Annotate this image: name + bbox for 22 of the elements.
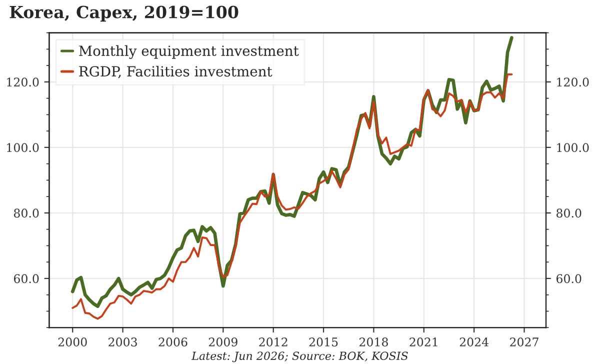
x-tick-label: 2024 — [460, 338, 488, 346]
y2-tick-label: 100.0 — [557, 143, 589, 152]
x-tick-label: 2000 — [58, 338, 87, 346]
x-tick-label: 2009 — [208, 338, 238, 346]
x-tick-label: 2003 — [108, 338, 137, 346]
text: Latest: Jun 2026; Source: BOK, KOSIS — [191, 352, 408, 362]
x-tick-label: 2015 — [309, 338, 338, 346]
legend-label: RGDP, Facilities investment — [79, 66, 272, 78]
legend-label: Monthly equipment investment — [79, 45, 299, 59]
y-tick-label: 100.0 — [7, 143, 39, 152]
y2-tick-label: 60.0 — [556, 274, 582, 284]
y-tick-label: 80.0 — [14, 208, 39, 218]
y2-tick-label: 80.0 — [556, 208, 582, 218]
x-tick-label: 2027 — [510, 338, 538, 346]
x-tick-label: 2012 — [259, 338, 288, 346]
y-tick-label: 120.0 — [7, 78, 39, 87]
x-tick-label: 2006 — [158, 338, 188, 346]
x-tick-label: 2018 — [359, 338, 388, 346]
chart-title: Korea, Capex, 2019=100 — [10, 6, 238, 22]
y-tick-label: 60.0 — [14, 274, 39, 284]
x-tick-label: 2021 — [410, 338, 438, 346]
y2-tick-label: 120.0 — [557, 78, 589, 87]
